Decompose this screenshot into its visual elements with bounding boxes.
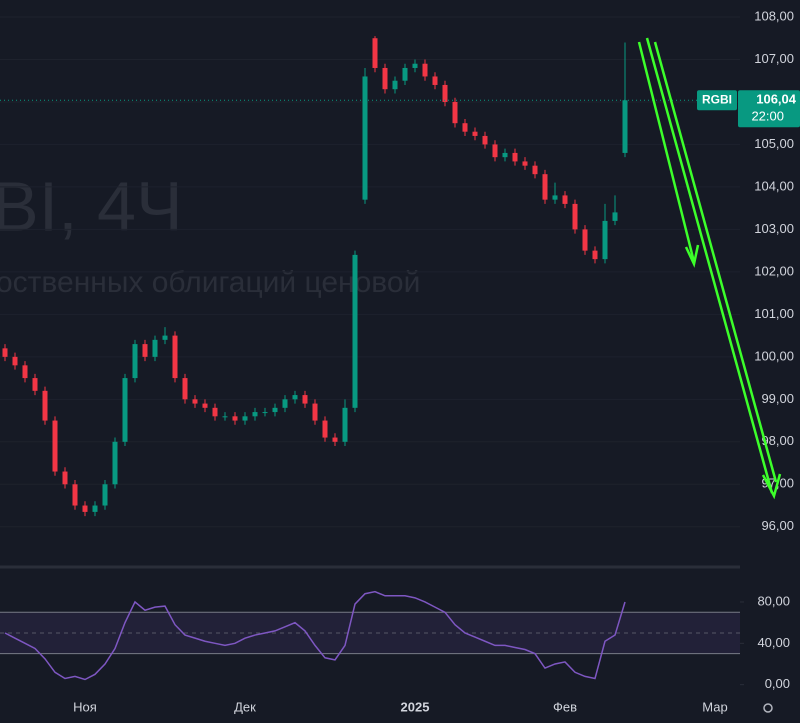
candle-body xyxy=(412,63,418,68)
symbol-badge xyxy=(697,90,737,111)
watermark-title: BI, 4Ч xyxy=(0,167,183,245)
symbol-label: RGBI xyxy=(702,92,732,106)
candle-body xyxy=(262,412,268,414)
candle-body xyxy=(372,38,378,68)
candle-body xyxy=(472,131,478,136)
candle-body xyxy=(352,254,358,408)
candle-body xyxy=(362,76,368,200)
candle-body xyxy=(242,416,248,421)
x-tick-label: Фев xyxy=(553,699,577,714)
x-tick-label: Дек xyxy=(234,699,256,714)
candle-body xyxy=(382,67,388,90)
candle-body xyxy=(202,403,208,408)
last-price-label: 106,04 xyxy=(756,92,797,107)
candle-body xyxy=(522,161,528,166)
candle-body xyxy=(222,416,228,418)
candle-body xyxy=(52,420,58,472)
candle-body xyxy=(492,144,498,158)
x-tick-label: 2025 xyxy=(401,699,430,714)
candle-body xyxy=(182,378,188,400)
x-tick-label: Мар xyxy=(702,699,727,714)
price-badge xyxy=(738,90,800,128)
candle-body xyxy=(42,390,48,421)
y-tick-label: 103,00 xyxy=(754,221,794,236)
candle-body xyxy=(272,407,278,413)
candle-body xyxy=(572,203,578,230)
candle-body xyxy=(602,220,608,260)
y-tick-label: 99,00 xyxy=(761,391,794,406)
candle-body xyxy=(322,420,328,438)
candle-body xyxy=(92,505,98,512)
candle-body xyxy=(162,335,168,340)
x-tick-label: Ноя xyxy=(73,699,97,714)
y-tick-label: 104,00 xyxy=(754,178,794,193)
rsi-tick-label: 80,00 xyxy=(757,593,790,608)
candle-body xyxy=(562,195,568,204)
y-tick-label: 100,00 xyxy=(754,348,794,363)
candle-body xyxy=(582,229,588,251)
candle-body xyxy=(252,412,258,417)
candle-body xyxy=(212,407,218,417)
candle-body xyxy=(282,399,288,408)
rsi-pane: 80,00 40,00 0,00 xyxy=(0,590,790,691)
candle-body xyxy=(622,100,628,153)
candle-body xyxy=(422,63,428,77)
rsi-line xyxy=(4,590,626,681)
candle-body xyxy=(312,403,318,421)
rsi-tick-label: 40,00 xyxy=(757,635,790,650)
candle-body xyxy=(502,152,508,158)
candle-body xyxy=(62,471,68,485)
candle-body xyxy=(192,399,198,404)
candle-body xyxy=(302,395,308,404)
candle-body xyxy=(512,152,518,162)
candle-body xyxy=(332,437,338,442)
candle-body xyxy=(2,348,8,357)
candle-body xyxy=(102,484,108,506)
candle-body xyxy=(542,174,548,200)
candle-body xyxy=(442,84,448,102)
candle-body xyxy=(612,212,618,221)
settings-icon[interactable] xyxy=(763,703,773,713)
candle-body xyxy=(142,344,148,357)
candle-body xyxy=(392,80,398,90)
y-tick-label: 105,00 xyxy=(754,136,794,151)
candle-body xyxy=(82,505,88,512)
candle-body xyxy=(132,344,138,379)
candle-body xyxy=(72,484,78,506)
candle-body xyxy=(402,67,408,81)
y-tick-label: 102,00 xyxy=(754,263,794,278)
y-tick-label: 107,00 xyxy=(754,51,794,66)
candle-body xyxy=(432,76,438,85)
y-tick-label: 101,00 xyxy=(754,306,794,321)
candle-body xyxy=(172,335,178,379)
candle-body xyxy=(12,356,18,366)
candle-body xyxy=(592,250,598,260)
candle-body xyxy=(22,365,28,379)
candle-body xyxy=(532,165,538,175)
candle-body xyxy=(462,123,468,132)
rsi-tick-label: 0,00 xyxy=(765,676,790,691)
countdown-label: 22:00 xyxy=(751,109,784,124)
y-tick-label: 108,00 xyxy=(754,8,794,23)
candle-body xyxy=(452,101,458,124)
candle-body xyxy=(342,407,348,442)
price-pane: 108,00107,00106,00105,00104,00103,00102,… xyxy=(0,8,800,533)
y-tick-label: 96,00 xyxy=(761,518,794,533)
candle-body xyxy=(112,441,118,485)
y-tick-label: 98,00 xyxy=(761,433,794,448)
candle-body xyxy=(292,395,298,400)
drawn-arrows xyxy=(637,37,782,500)
candle-body xyxy=(232,416,238,421)
candle-body xyxy=(32,378,38,391)
candle-body xyxy=(152,339,158,357)
candle-body xyxy=(482,135,488,145)
candle-body xyxy=(552,195,558,200)
candle-body xyxy=(122,378,128,442)
